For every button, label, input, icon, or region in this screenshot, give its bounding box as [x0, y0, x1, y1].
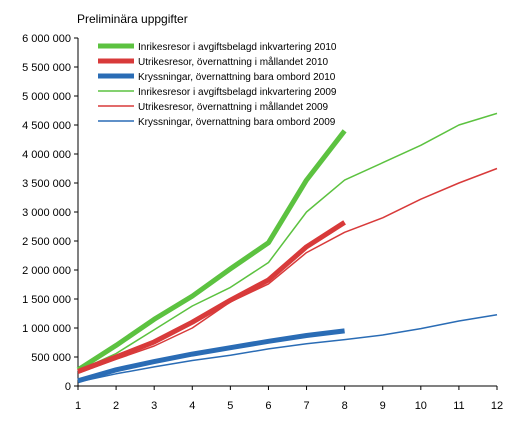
x-tick-label: 10	[415, 400, 427, 412]
x-axis: 1 2 3 4 5 6 7 8 9 10 11 12	[75, 385, 503, 412]
y-tick-label: 3 500 000	[22, 178, 71, 190]
series-layer	[76, 112, 498, 384]
y-axis: 0 500 000 1 000 000 1 500 000 2 000 000 2 500…	[22, 33, 79, 393]
legend-label: Inrikesresor i avgiftsbelagd inkvarterin…	[138, 42, 337, 53]
series-line-1	[77, 220, 346, 374]
x-tick-label: 9	[380, 400, 386, 412]
x-tick-label: 1	[75, 400, 81, 412]
y-tick-label: 1 000 000	[22, 323, 71, 335]
series-line-2	[77, 328, 345, 384]
legend-label: Kryssningar, övernattning bara ombord 20…	[138, 72, 336, 83]
series-line-4	[77, 167, 498, 374]
x-tick-label: 8	[342, 400, 348, 412]
y-tick-label: 3 000 000	[22, 207, 71, 219]
series-line-0	[76, 129, 347, 372]
y-tick-label: 0	[65, 381, 71, 393]
y-tick-label: 1 500 000	[22, 294, 71, 306]
x-tick-label: 5	[227, 400, 233, 412]
chart-note: Preliminära uppgifter	[77, 12, 188, 26]
legend-label: Utrikesresor, övernattning i mållandet 2…	[138, 101, 329, 113]
x-tick-label: 6	[265, 400, 271, 412]
y-tick-label: 2 500 000	[22, 236, 71, 248]
legend-label: Inrikesresor i avgiftsbelagd inkvarterin…	[138, 87, 337, 98]
y-tick-label: 6 000 000	[22, 33, 71, 45]
legend: Inrikesresor i avgiftsbelagd inkvarterin…	[98, 42, 337, 128]
x-tick-label: 3	[151, 400, 157, 412]
x-tick-label: 12	[491, 400, 503, 412]
y-tick-label: 2 000 000	[22, 265, 71, 277]
x-tick-label: 7	[303, 400, 309, 412]
y-tick-label: 4 500 000	[22, 120, 71, 132]
x-tick-label: 4	[189, 400, 195, 412]
legend-label: Utrikesresor, övernattning i mållandet 2…	[138, 56, 329, 68]
x-tick-label: 2	[113, 400, 119, 412]
y-tick-label: 5 000 000	[22, 91, 71, 103]
y-tick-label: 5 500 000	[22, 62, 71, 74]
series-line-5	[77, 313, 498, 383]
series-line-3	[77, 112, 498, 372]
legend-label: Kryssningar, övernattning bara ombord 20…	[138, 117, 336, 128]
x-tick-label: 11	[453, 400, 464, 412]
y-tick-label: 500 000	[31, 352, 71, 364]
y-tick-label: 4 000 000	[22, 149, 71, 161]
